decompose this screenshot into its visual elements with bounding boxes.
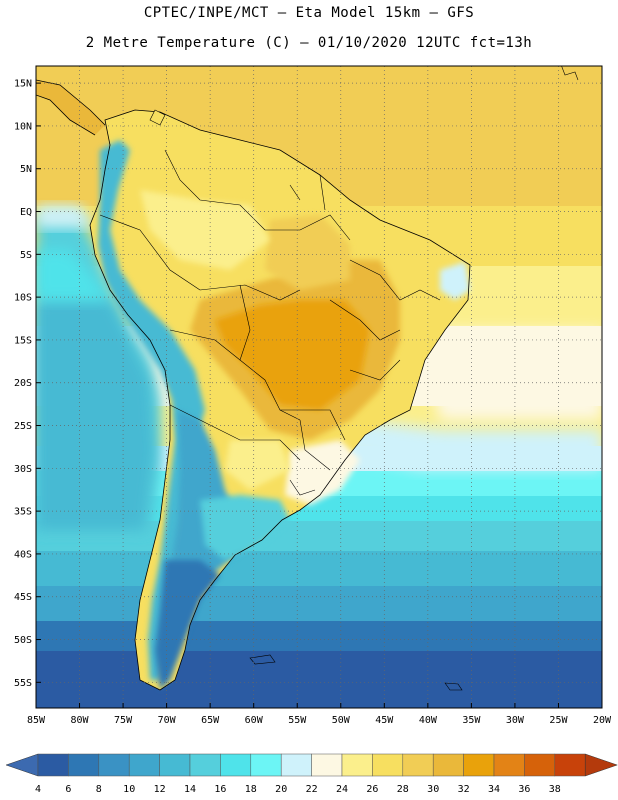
colorbar-label: 6 (65, 784, 71, 795)
colorbar-label: 12 (154, 784, 166, 795)
colorbar-swatch (493, 753, 525, 777)
colorbar-swatch (524, 753, 556, 777)
colorbar-label: 22 (306, 784, 318, 795)
lat-label: 40S (14, 549, 32, 560)
colorbar-label: 8 (96, 784, 102, 795)
lat-label: EQ (20, 207, 32, 218)
map-title: CPTEC/INPE/MCT – Eta Model 15km – GFS (143, 5, 475, 21)
temperature-field (36, 66, 602, 708)
lat-label: 10N (14, 121, 32, 132)
lon-label: 75W (114, 715, 133, 726)
colorbar-swatch (37, 753, 69, 777)
colorbar-label: 16 (214, 784, 226, 795)
colorbar-label: 28 (397, 784, 409, 795)
country-borders (99, 149, 441, 496)
colorbar-swatch (68, 753, 100, 777)
lon-label: 60W (245, 715, 264, 726)
colorbar-label: 10 (123, 784, 135, 795)
axis-ticks (35, 82, 603, 708)
lat-label: 20S (14, 378, 32, 389)
colorbar-label: 20 (275, 784, 287, 795)
colorbar-swatch (341, 753, 373, 777)
lon-label: 25W (549, 715, 568, 726)
lat-label: 30S (14, 464, 32, 475)
map-subtitle: 2 Metre Temperature (C) – 01/10/2020 12U… (85, 35, 533, 51)
colorbar-swatch (372, 753, 404, 777)
colorbar-swatch (402, 753, 434, 777)
colorbar-label: 34 (488, 784, 500, 795)
colorbar-label: 14 (184, 784, 196, 795)
caribbean-coast (561, 66, 579, 81)
south-georgia (444, 682, 463, 691)
lon-label: 35W (462, 715, 481, 726)
falkland-islands (249, 654, 276, 665)
colorbar-left-arrow (5, 753, 39, 777)
colorbar-swatch (280, 753, 312, 777)
lon-label: 80W (71, 715, 90, 726)
colorbar-swatch (311, 753, 343, 777)
latitude-labels: 15N 10N 5N EQ 5S 10S 15S 20S 25S 30S 35S 40S 45S 50S 5… (14, 79, 32, 689)
lat-label: 55S (14, 678, 32, 689)
lon-label: 70W (158, 715, 177, 726)
lon-label: 45W (375, 715, 394, 726)
colorbar-label: 38 (549, 784, 561, 795)
colorbar-label: 36 (518, 784, 530, 795)
lat-label: 35S (14, 507, 32, 518)
lon-label: 40W (419, 715, 438, 726)
colorbar-label: 24 (336, 784, 348, 795)
colorbar-swatch (432, 753, 464, 777)
colorbar-swatch (128, 753, 160, 777)
plot-border (35, 65, 603, 709)
colorbar-swatch (189, 753, 221, 777)
lon-label: 55W (288, 715, 307, 726)
lat-label: 5N (20, 164, 32, 175)
lat-label: 50S (14, 635, 32, 646)
colorbar-label: 30 (427, 784, 439, 795)
coastline (36, 79, 471, 691)
colorbar-swatch (220, 753, 252, 777)
caribbean-island (149, 109, 166, 126)
lat-label: 5S (20, 250, 32, 261)
continent-land (36, 80, 470, 690)
lat-label: 25S (14, 421, 32, 432)
lat-label: 10S (14, 293, 32, 304)
colorbar-swatch (463, 753, 495, 777)
colorbar-label: 32 (458, 784, 470, 795)
lon-label: 20W (593, 715, 612, 726)
lon-label: 65W (201, 715, 220, 726)
colorbar-swatch (159, 753, 191, 777)
colorbar: 4 6 8 10 12 14 16 18 20 22 24 26 28 30 32 34 36 38 (5, 753, 618, 795)
lat-label: 15N (14, 79, 32, 90)
lat-label: 45S (14, 592, 32, 603)
colorbar-label: 26 (366, 784, 378, 795)
colorbar-label: 4 (35, 784, 41, 795)
lat-label: 15S (14, 335, 32, 346)
colorbar-swatch (98, 753, 130, 777)
colorbar-swatch (250, 753, 282, 777)
colorbar-right-arrow (584, 753, 618, 777)
colorbar-swatch (554, 753, 586, 777)
lon-label: 85W (27, 715, 46, 726)
colorbar-label: 18 (245, 784, 257, 795)
longitude-labels: 85W 80W 75W 70W 65W 60W 55W 50W 45W 40W 35W 30W 25W 2… (27, 715, 612, 726)
lon-label: 30W (506, 715, 525, 726)
lon-label: 50W (332, 715, 351, 726)
